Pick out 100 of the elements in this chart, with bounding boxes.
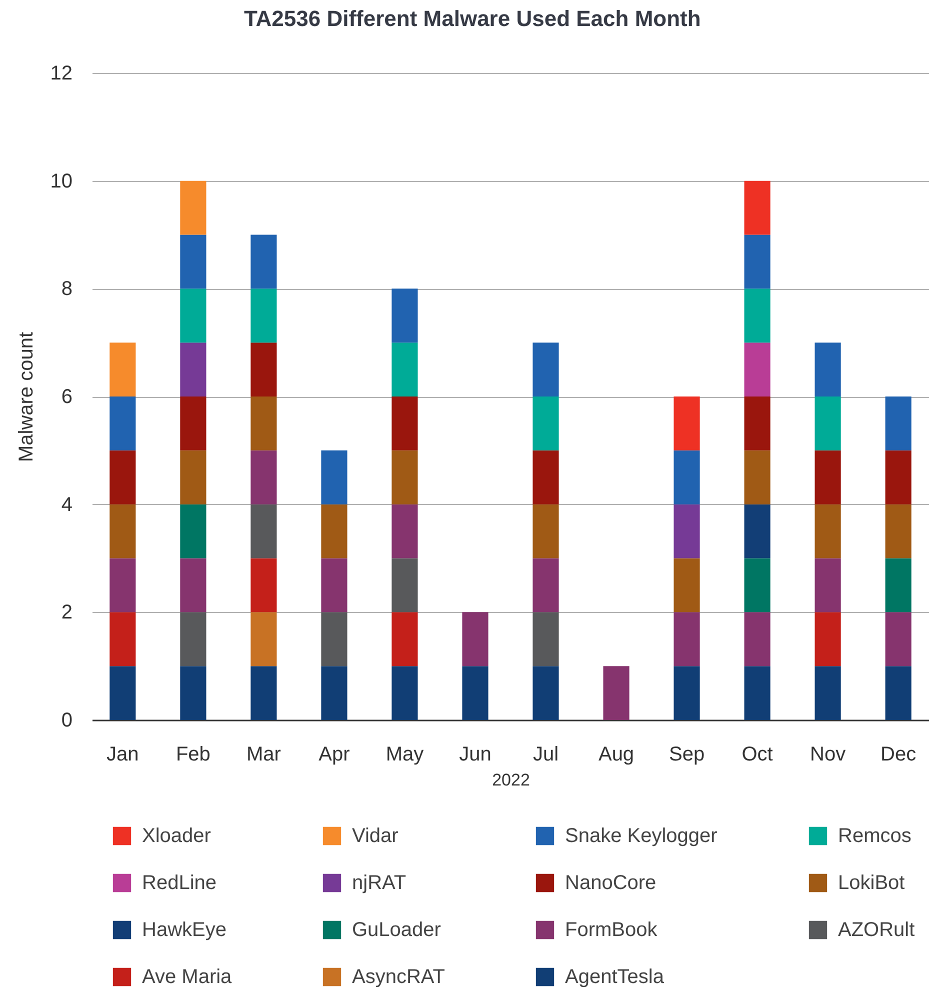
bar — [321, 666, 348, 720]
bar — [532, 612, 559, 666]
y-axis-title: Malware count — [15, 332, 38, 462]
legend-label: njRAT — [352, 872, 406, 894]
x-tick-label: Jun — [459, 744, 492, 766]
bar — [744, 288, 770, 343]
legend-label: Xloader — [142, 825, 212, 847]
bar — [321, 504, 348, 558]
bar — [392, 666, 418, 720]
bar — [744, 450, 770, 504]
y-tick-label: 10 — [50, 170, 72, 192]
legend-label: NanoCore — [565, 872, 656, 894]
bar — [885, 450, 912, 504]
bar — [814, 666, 841, 720]
bar — [392, 396, 418, 450]
y-tick-label: 2 — [61, 602, 72, 624]
bar — [532, 342, 559, 396]
bar — [110, 396, 136, 450]
bar — [532, 396, 559, 450]
x-tick-label: Jan — [106, 744, 139, 766]
bar — [603, 666, 630, 720]
bar — [674, 396, 700, 450]
bar — [180, 342, 206, 396]
bar — [180, 396, 206, 450]
bar — [110, 612, 136, 666]
x-tick-label: Dec — [880, 744, 916, 766]
bar — [462, 612, 488, 666]
bar — [744, 396, 770, 450]
legend-label: GuLoader — [352, 919, 442, 941]
bar — [674, 666, 700, 720]
bar — [250, 558, 277, 612]
bar — [250, 288, 277, 343]
x-tick-label: Nov — [810, 744, 846, 766]
bar — [462, 666, 488, 720]
x-tick-label: Jul — [532, 744, 559, 766]
bar — [110, 504, 136, 558]
y-tick-label: 8 — [61, 278, 72, 300]
bar — [180, 612, 206, 666]
bar — [885, 612, 912, 666]
legend-label: FormBook — [565, 919, 658, 941]
bar — [392, 558, 418, 612]
bar — [250, 612, 277, 666]
x-tick-label: Apr — [318, 744, 350, 766]
legend-label: LokiBot — [838, 872, 906, 894]
bar — [180, 558, 206, 612]
bar — [744, 504, 770, 558]
bar — [814, 504, 841, 558]
bar — [392, 342, 418, 396]
bar — [180, 234, 206, 289]
bar — [250, 342, 277, 396]
bar — [532, 450, 559, 504]
bar — [321, 612, 348, 666]
bar — [532, 504, 559, 558]
legend-label: Vidar — [352, 825, 399, 847]
bar — [814, 612, 841, 666]
bar — [180, 666, 206, 720]
bar — [250, 666, 277, 720]
bar — [180, 180, 206, 235]
bar — [110, 558, 136, 612]
bar — [674, 450, 700, 504]
legend-label: RedLine — [142, 872, 217, 894]
bar — [110, 666, 136, 720]
bar — [532, 666, 559, 720]
bar — [744, 666, 770, 720]
y-tick-label: 0 — [61, 710, 72, 732]
chart-title: TA2536 Different Malware Used Each Month — [244, 6, 701, 31]
bar — [744, 180, 770, 235]
bar — [110, 450, 136, 504]
x-tick-label: Oct — [742, 744, 774, 766]
bar — [885, 666, 912, 720]
legend-label: AZORult — [838, 919, 916, 941]
bar — [392, 288, 418, 343]
bar — [674, 558, 700, 612]
bar — [744, 342, 770, 396]
bar — [392, 504, 418, 558]
legend-label: Snake Keylogger — [565, 825, 718, 847]
bar — [814, 450, 841, 504]
bar — [744, 234, 770, 289]
bar — [885, 558, 912, 612]
bar — [250, 450, 277, 504]
legend-label: AsyncRAT — [352, 966, 445, 988]
bar — [885, 504, 912, 558]
legend-label: Ave Maria — [142, 966, 233, 988]
bar — [180, 288, 206, 343]
bar — [250, 504, 277, 558]
x-tick-label: May — [386, 744, 424, 766]
bar — [885, 396, 912, 450]
bar — [814, 558, 841, 612]
x-tick-label: Aug — [598, 744, 634, 766]
y-tick-label: 4 — [61, 494, 72, 516]
x-axis-title: 2022 — [492, 770, 530, 790]
bar — [392, 450, 418, 504]
bar — [250, 234, 277, 289]
bar — [180, 450, 206, 504]
x-tick-label: Mar — [246, 744, 282, 766]
bar — [814, 396, 841, 450]
bar — [180, 504, 206, 558]
y-tick-label: 12 — [50, 62, 72, 84]
bar — [674, 504, 700, 558]
x-tick-label: Feb — [176, 744, 210, 766]
